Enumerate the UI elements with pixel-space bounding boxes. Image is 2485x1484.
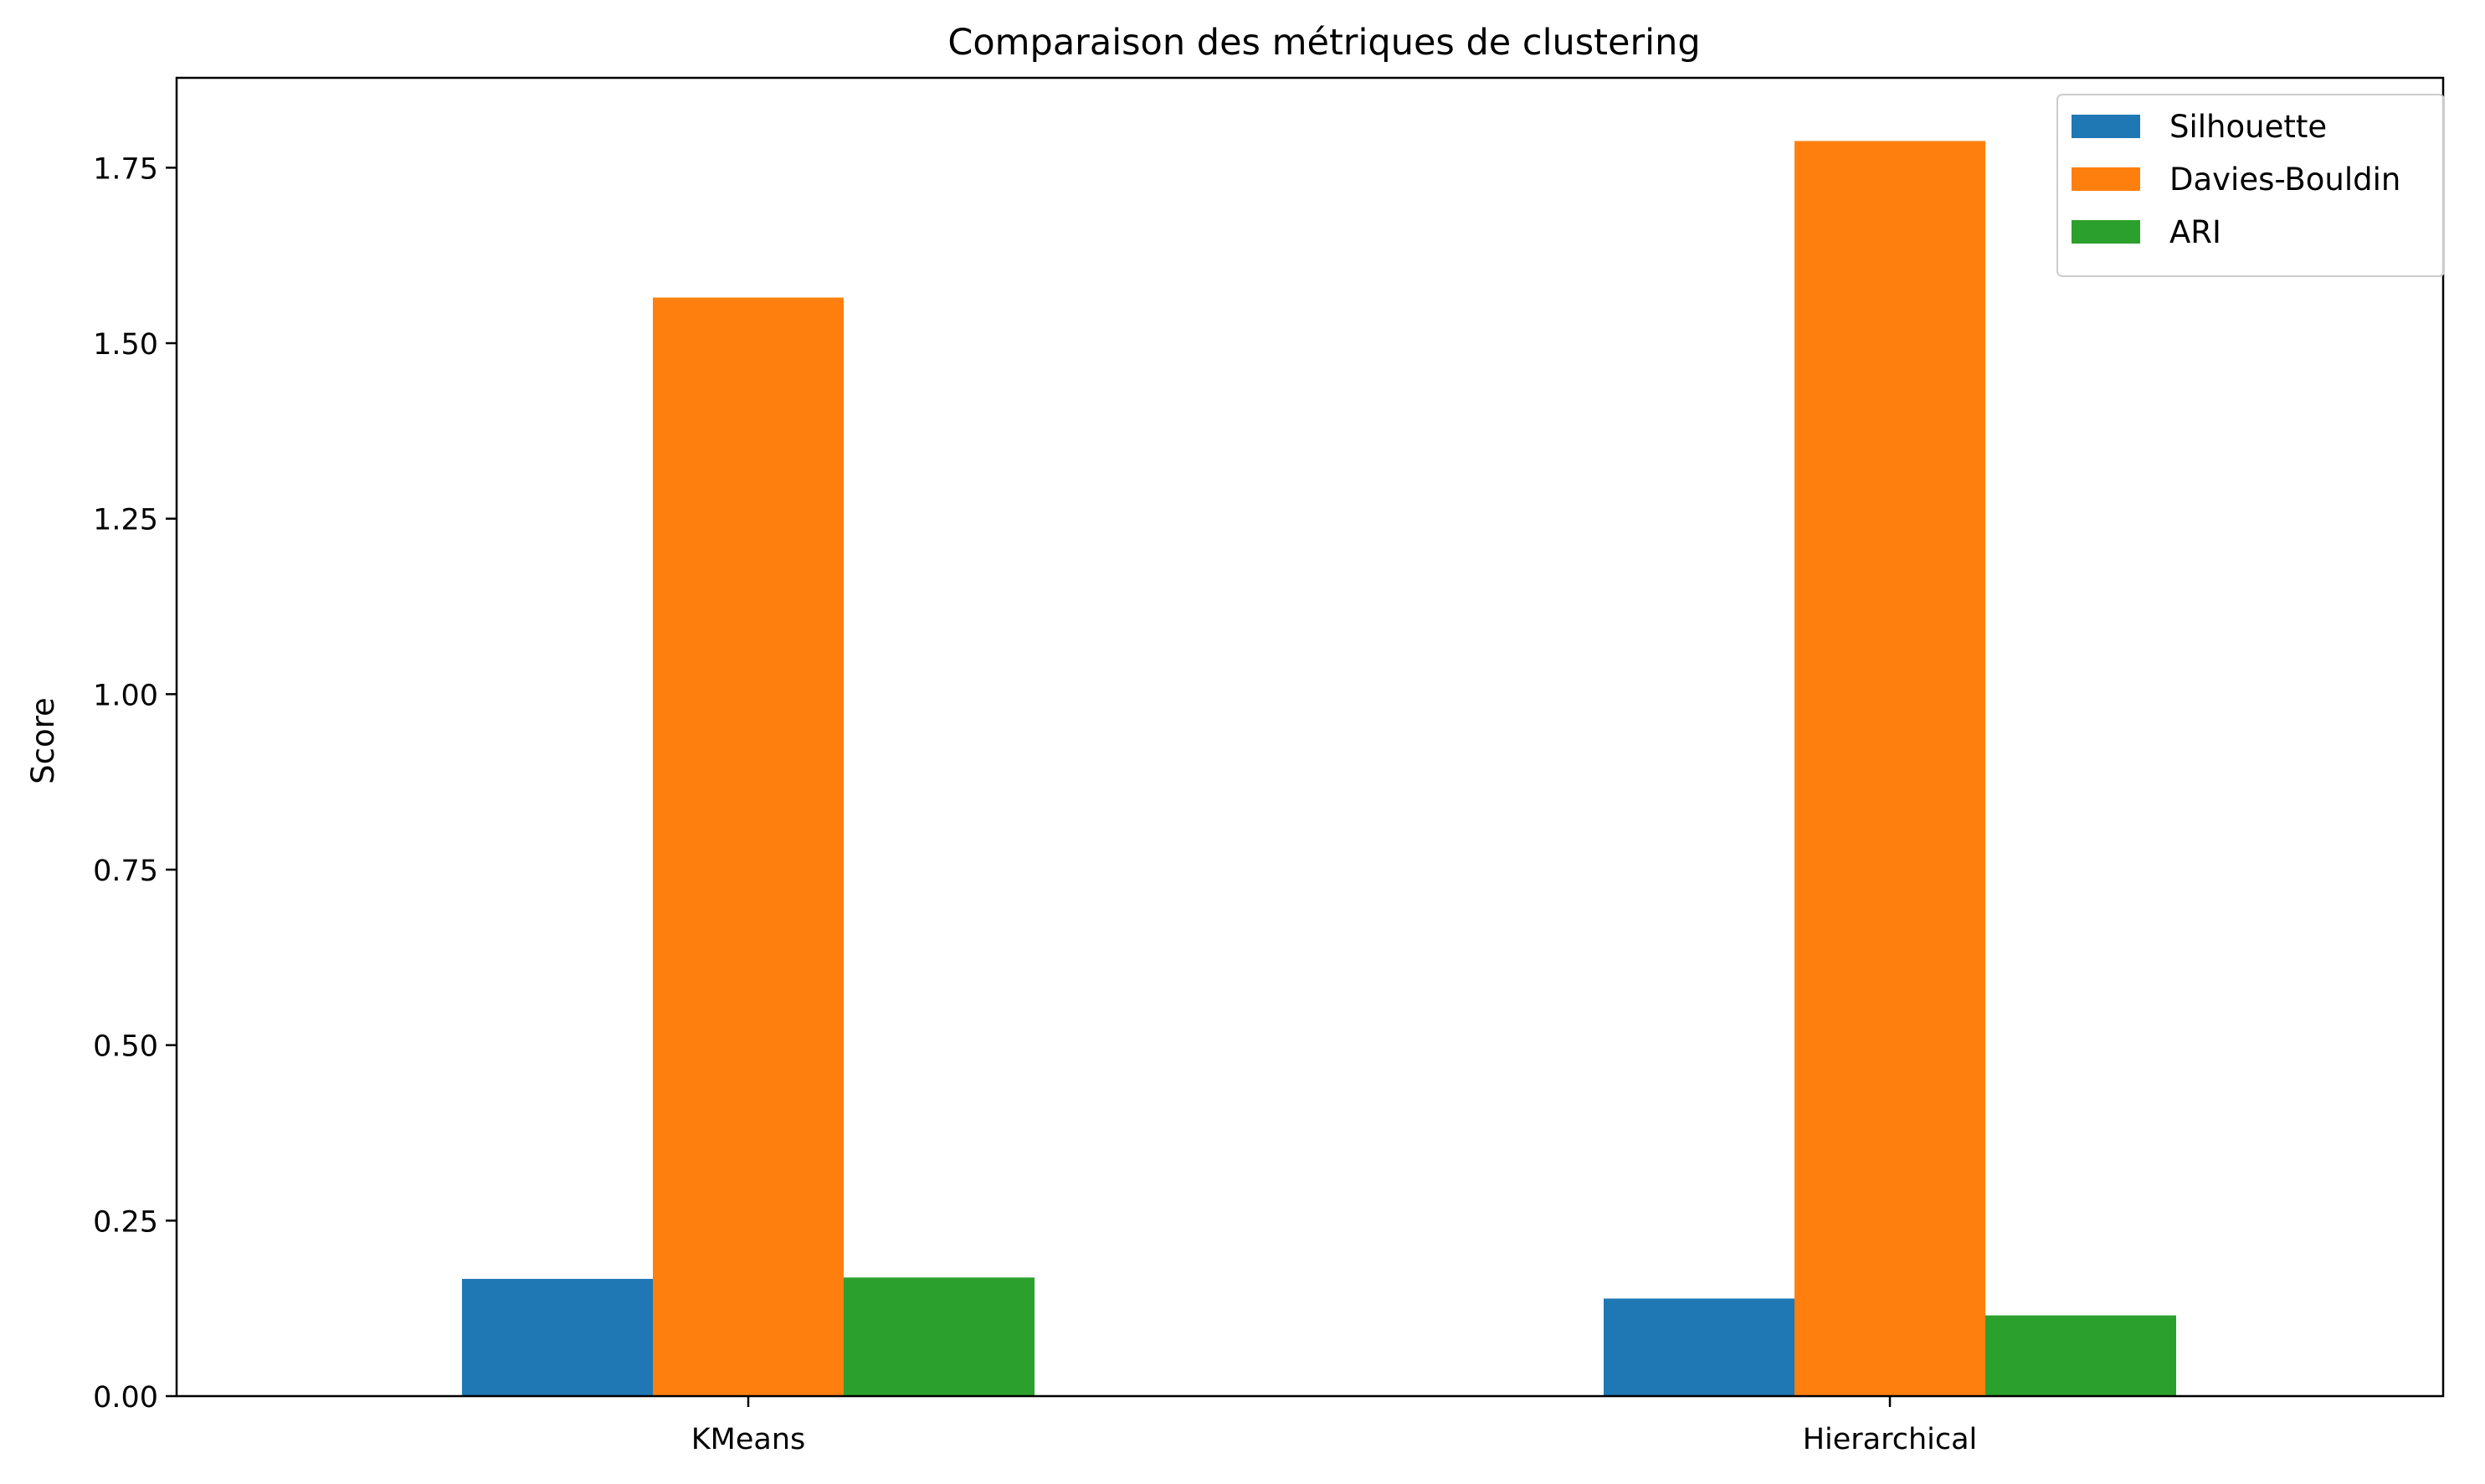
y-tick-label: 0.50 — [93, 1030, 158, 1064]
bar-davies-bouldin-kmeans — [653, 297, 844, 1396]
y-tick-label: 1.50 — [93, 328, 158, 362]
x-axis-ticks: KMeans Hierarchical — [691, 1396, 1978, 1456]
legend-label: Silhouette — [2169, 109, 2327, 145]
y-tick-label: 1.25 — [93, 504, 158, 537]
legend-frame — [2056, 94, 2445, 277]
legend: Silhouette Davies-Bouldin ARI — [2056, 94, 2445, 277]
y-tick-label: 0.75 — [93, 855, 158, 888]
y-axis-ticks: 0.00 0.25 0.50 0.75 1.00 1.25 1.50 1.75 — [93, 152, 177, 1415]
plot-frame — [175, 76, 2445, 1398]
y-axis-label: Score — [25, 697, 61, 784]
bar-davies-bouldin-hierarchical — [1794, 141, 1985, 1396]
bars-layer — [462, 141, 2176, 1396]
y-tick-label: 0.25 — [93, 1205, 158, 1239]
y-tick-label: 1.75 — [93, 152, 158, 186]
legend-swatch-ari — [2072, 220, 2140, 244]
bar-silhouette-hierarchical — [1604, 1298, 1794, 1396]
y-tick-label: 0.00 — [93, 1381, 158, 1415]
bar-ari-hierarchical — [1985, 1315, 2176, 1396]
y-tick-label: 1.00 — [93, 679, 158, 712]
legend-label: Davies-Bouldin — [2169, 162, 2400, 198]
chart-title: Comparaison des métriques de clustering — [947, 22, 1700, 64]
bar-ari-kmeans — [844, 1277, 1035, 1396]
legend-swatch-silhouette — [2072, 115, 2140, 138]
x-tick-label: KMeans — [691, 1423, 806, 1456]
legend-label: ARI — [2169, 214, 2221, 250]
x-tick-label: Hierarchical — [1803, 1423, 1978, 1456]
legend-swatch-davies-bouldin — [2072, 167, 2140, 191]
bar-silhouette-kmeans — [462, 1278, 653, 1396]
